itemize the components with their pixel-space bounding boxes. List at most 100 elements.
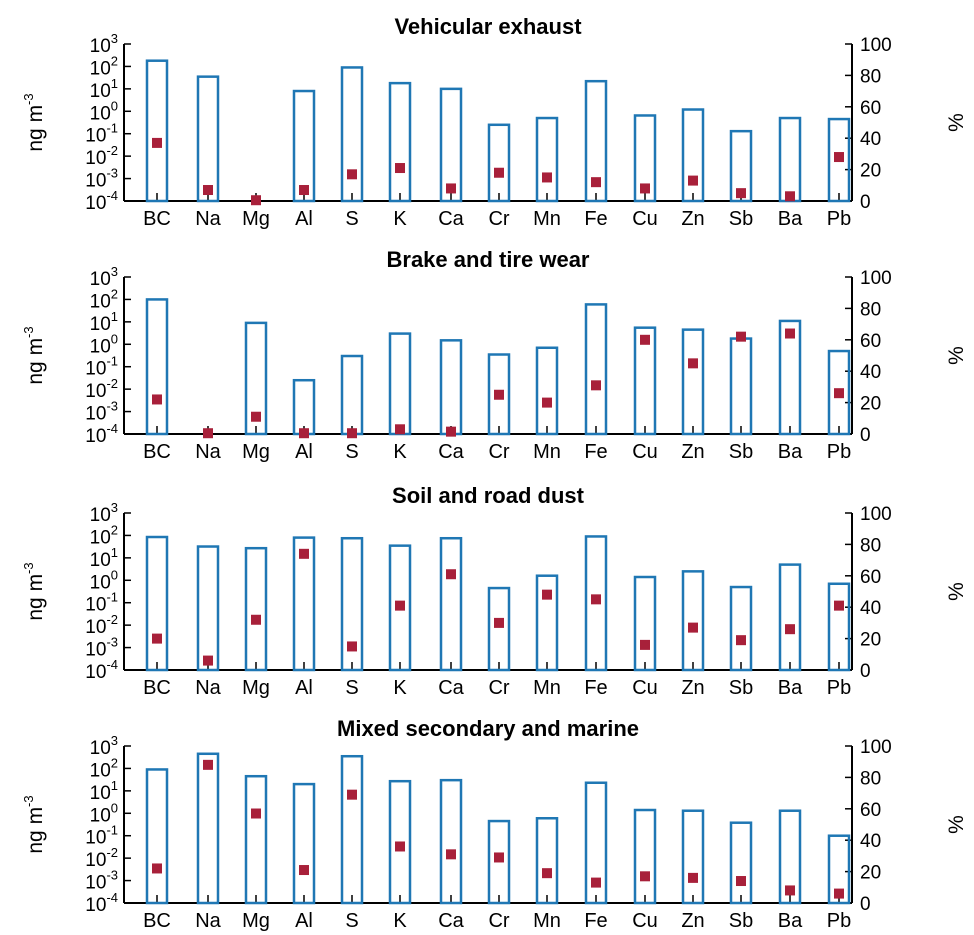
category-label: BC [143, 677, 171, 699]
tick-exponent: 3 [111, 264, 118, 279]
category-label: Sb [729, 208, 753, 230]
marker-Na [203, 759, 213, 770]
left-tick-label: 10-2 [85, 612, 118, 638]
bar-Cr [487, 819, 511, 905]
right-tick-label: 40 [860, 129, 881, 150]
marker-Mg [251, 614, 261, 625]
tick-exponent: -1 [106, 823, 118, 838]
left-tick-label: 10-4 [85, 188, 118, 214]
tick-base: 10 [85, 640, 106, 661]
category-label: Fe [584, 677, 607, 699]
bar-BC [145, 535, 169, 672]
bar-Pb [827, 117, 851, 203]
bar-Ba [778, 809, 802, 905]
tick-base: 10 [90, 36, 111, 57]
marker-Cr [494, 167, 504, 178]
marker-Mn [542, 868, 552, 879]
bar-Mg [244, 546, 268, 672]
tick-base: 10 [85, 850, 106, 871]
bar-BC [145, 768, 169, 905]
category-label: S [345, 677, 358, 699]
right-tick-label: 80 [860, 299, 881, 320]
tick-exponent: -4 [106, 421, 118, 436]
left-tick-label: 103 [90, 264, 118, 290]
category-label: Mg [242, 441, 270, 463]
tick-base: 10 [85, 171, 106, 192]
panel-title: Vehicular exhaust [394, 14, 582, 39]
right-tick-label: 100 [860, 268, 892, 289]
tick-exponent: 2 [111, 522, 118, 537]
right-tick-label: 100 [860, 737, 892, 758]
marker-Mn [542, 172, 552, 183]
tick-base: 10 [90, 81, 111, 102]
marker-Pb [834, 888, 844, 899]
panel-title: Mixed secondary and marine [337, 716, 639, 741]
axis-title-exponent: -3 [21, 795, 36, 807]
bar-Cr [487, 123, 511, 203]
bar-Cu [633, 114, 657, 203]
marker-Al [299, 865, 309, 876]
panel-title: Brake and tire wear [387, 247, 590, 272]
marker-K [395, 600, 405, 611]
right-tick-label: 80 [860, 535, 881, 556]
category-label: Na [195, 441, 221, 463]
marker-Na [203, 655, 213, 666]
right-axis-title: % [945, 113, 968, 132]
marker-Al [299, 548, 309, 559]
marker-S [347, 641, 357, 652]
marker-BC [152, 633, 162, 644]
marker-Ba [785, 624, 795, 635]
category-label: BC [143, 208, 171, 230]
bar-Pb [827, 582, 851, 672]
bar-Na [196, 545, 220, 672]
right-tick-label: 20 [860, 863, 881, 884]
marker-Mg [251, 195, 261, 206]
marker-Na [203, 428, 213, 439]
tick-exponent: -3 [106, 868, 118, 883]
bar-Na [196, 75, 220, 203]
left-tick-label: 10-2 [85, 143, 118, 169]
bar-Al [292, 782, 316, 905]
marker-Sb [736, 876, 746, 887]
marker-K [395, 841, 405, 852]
category-label: Al [295, 910, 313, 932]
bar-Ba [778, 319, 802, 436]
bar-Ca [439, 778, 463, 905]
marker-Pb [834, 152, 844, 163]
left-tick-label: 10-2 [85, 845, 118, 871]
tick-exponent: -2 [106, 612, 118, 627]
category-label: S [345, 910, 358, 932]
marker-Zn [688, 358, 698, 369]
tick-base: 10 [90, 572, 111, 593]
category-label: Pb [827, 677, 851, 699]
category-label: BC [143, 441, 171, 463]
tick-exponent: 1 [111, 309, 118, 324]
category-label: S [345, 441, 358, 463]
tick-base: 10 [90, 103, 111, 124]
right-tick-label: 0 [860, 894, 871, 915]
left-axis-title: ng m-3 [21, 795, 47, 853]
bar-Cr [487, 586, 511, 672]
bar-S [340, 354, 364, 436]
bar-Cu [633, 808, 657, 905]
bar-BC [145, 59, 169, 203]
marker-Cr [494, 389, 504, 400]
bar-S [340, 536, 364, 672]
bar-Ca [439, 339, 463, 436]
category-label: Fe [584, 208, 607, 230]
left-tick-label: 100 [90, 331, 118, 357]
bar-Mg [244, 774, 268, 905]
category-label: Cr [488, 441, 509, 463]
tick-base: 10 [85, 359, 106, 380]
category-label: Pb [827, 910, 851, 932]
left-tick-label: 10-2 [85, 376, 118, 402]
right-tick-label: 0 [860, 425, 871, 446]
category-label: Al [295, 441, 313, 463]
bar-Mg [244, 321, 268, 436]
left-tick-label: 10-4 [85, 657, 118, 683]
category-label: K [393, 208, 407, 230]
category-label: Pb [827, 441, 851, 463]
tick-exponent: 2 [111, 286, 118, 301]
tick-exponent: -4 [106, 657, 118, 672]
left-tick-label: 10-4 [85, 890, 118, 916]
